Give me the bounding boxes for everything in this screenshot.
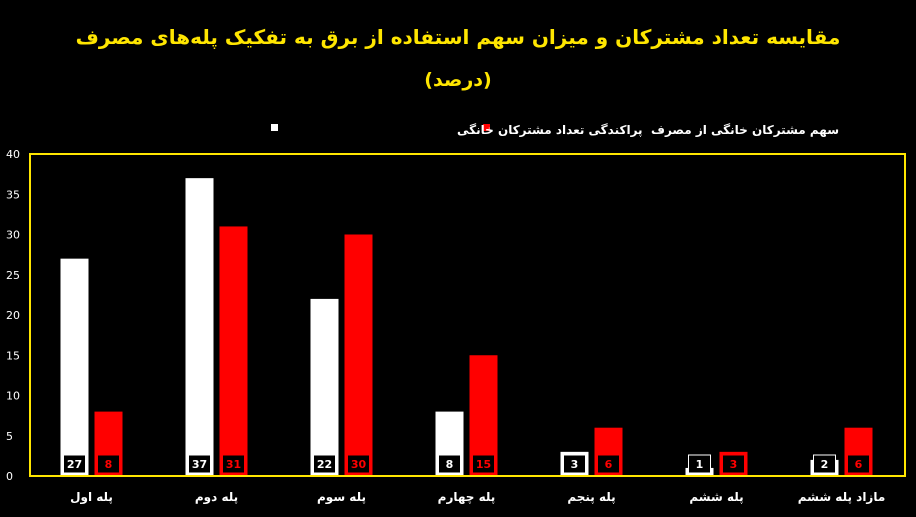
x-tick-label: پله ششم xyxy=(689,490,743,504)
y-tick-label: 10 xyxy=(6,390,20,403)
data-label: 15 xyxy=(476,458,491,471)
y-tick-label: 0 xyxy=(6,470,13,483)
data-label-box xyxy=(313,454,336,474)
y-tick-label: 40 xyxy=(6,148,20,161)
data-label-box xyxy=(97,454,120,474)
data-label-box xyxy=(847,454,870,474)
data-label-box xyxy=(472,454,495,474)
x-tick-label: پله اول xyxy=(70,490,113,505)
bar-consumption-share xyxy=(219,226,248,476)
data-label: 37 xyxy=(192,458,207,471)
data-label: 22 xyxy=(317,458,332,471)
x-tick-label: پله سوم xyxy=(317,490,366,505)
data-label: 30 xyxy=(351,458,367,471)
y-tick-label: 20 xyxy=(6,309,20,322)
data-label-box xyxy=(813,454,836,474)
data-label: 2 xyxy=(821,458,829,471)
legend-swatch-white xyxy=(271,124,278,131)
data-label-box xyxy=(688,454,711,474)
y-tick-label: 30 xyxy=(6,229,20,242)
data-label: 3 xyxy=(571,458,579,471)
data-label: 27 xyxy=(67,458,82,471)
data-label: 8 xyxy=(105,458,113,471)
x-axis: پله اول پله دوم پله سوم پله چهارم پله پنجم پل… xyxy=(70,490,885,505)
data-label: 6 xyxy=(855,458,863,471)
data-label-box xyxy=(347,454,370,474)
data-label: 6 xyxy=(605,458,613,471)
x-tick-label: مازاد پله ششم xyxy=(798,490,886,504)
data-label-box xyxy=(188,454,211,474)
data-label-box xyxy=(222,454,245,474)
x-tick-label: پله چهارم xyxy=(438,490,496,505)
data-label: 3 xyxy=(730,458,738,471)
legend: سهم مشترکان خانگی از مصرف پراکندگی تعداد… xyxy=(271,123,839,137)
data-label: 8 xyxy=(446,458,454,471)
legend-label-red: سهم مشترکان خانگی از مصرف xyxy=(651,123,839,137)
data-label-box xyxy=(563,454,586,474)
data-label-box xyxy=(63,454,86,474)
chart-title: مقایسه تعداد مشترکان و میزان سهم استفاده… xyxy=(76,25,841,50)
legend-swatch-red xyxy=(483,124,490,131)
data-label: 1 xyxy=(696,458,704,471)
data-label-box xyxy=(722,454,745,474)
x-tick-label: پله دوم xyxy=(195,490,238,505)
data-label: 31 xyxy=(226,458,241,471)
chart-subtitle: (درصد) xyxy=(424,69,491,91)
y-tick-label: 35 xyxy=(6,188,20,201)
bar-subscribers xyxy=(310,298,339,476)
data-label-box xyxy=(438,454,461,474)
legend-label-white: پراکندگی تعداد مشترکان خانگی xyxy=(457,123,643,137)
y-tick-label: 25 xyxy=(6,269,20,282)
data-label-box xyxy=(597,454,620,474)
bar-subscribers xyxy=(185,178,214,476)
bar-consumption-share xyxy=(344,234,373,476)
bars: 27 8 37 31 22 30 8 15 3 6 1 3 2 6 xyxy=(60,178,873,476)
y-tick-label: 15 xyxy=(6,349,20,362)
y-tick-label: 5 xyxy=(6,430,13,443)
x-tick-label: پله پنجم xyxy=(567,490,615,504)
y-axis: 0 5 10 15 20 25 30 35 40 xyxy=(6,148,20,483)
plot-area xyxy=(29,153,906,477)
bar-subscribers xyxy=(60,258,89,476)
